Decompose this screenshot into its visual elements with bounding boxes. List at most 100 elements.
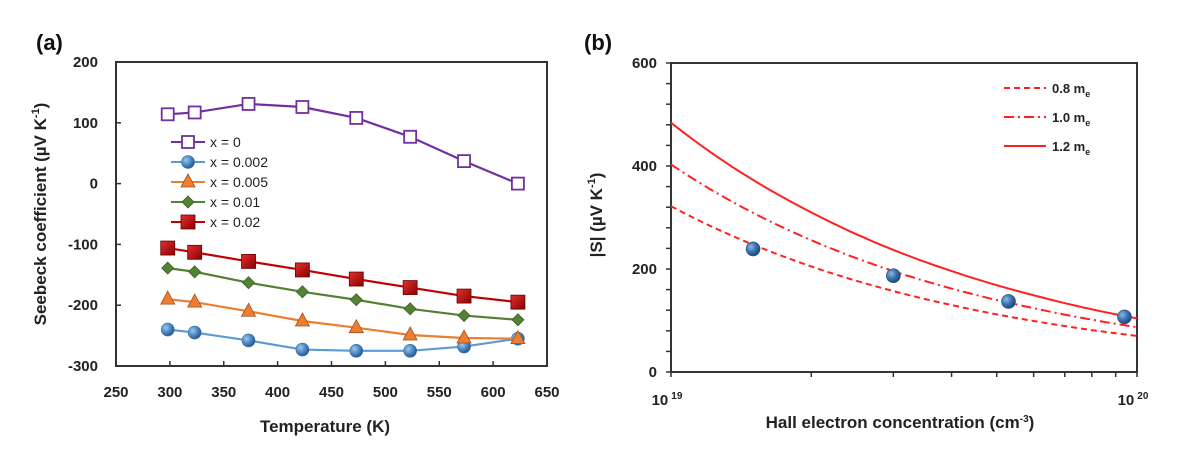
data-point (511, 176, 525, 191)
data-point (403, 302, 417, 316)
x-tick-label: 10 19 (652, 391, 683, 409)
series-line (167, 328, 519, 352)
y-tick-label: -100 (68, 236, 98, 253)
data-point (886, 268, 901, 283)
data-point (240, 302, 257, 317)
y-tick-label: 0 (90, 176, 98, 193)
data-point (241, 333, 256, 348)
x-tick-label: 550 (427, 384, 452, 401)
data-point (402, 280, 418, 295)
y-tick-label: 200 (632, 261, 657, 278)
series-x-0-01 (161, 261, 525, 327)
legend-label: x = 0.005 (210, 174, 268, 190)
legend-item: 1.0 me (1004, 110, 1090, 128)
legend-item: x = 0 (171, 134, 241, 150)
legend-item: x = 0.002 (171, 154, 268, 170)
data-point (348, 318, 364, 334)
data-point (160, 240, 176, 256)
data-point (457, 154, 471, 169)
panel-a-y-ticks: -300 -200 -100 0 100 200 (68, 54, 121, 375)
curve-dashed (670, 205, 1138, 337)
data-point (456, 329, 472, 344)
data-point (160, 107, 175, 122)
data-point (241, 276, 256, 290)
series-x-0-005 (160, 290, 526, 345)
series-line (167, 298, 518, 340)
data-point (295, 285, 309, 299)
data-point (349, 293, 363, 307)
y-tick-label: 0 (649, 364, 657, 381)
panel-a-x-ticks: 250 300 350 400 450 500 550 600 650 (103, 361, 560, 401)
series-x-0 (160, 97, 525, 191)
panel-b-x-ticks: 10 19 10 20 (652, 372, 1149, 409)
legend-item: 1.2 me (1004, 139, 1090, 157)
data-point (349, 343, 364, 358)
data-point (511, 313, 525, 327)
panel-a-plot-frame (115, 61, 548, 367)
data-point (745, 241, 761, 257)
x-tick-label: 10 20 (1118, 391, 1149, 409)
legend-marker (181, 155, 195, 169)
legend-label: x = 0.002 (210, 154, 268, 170)
data-point (241, 97, 256, 111)
panel-b-plot-frame (670, 62, 1138, 373)
series-x-0-02 (160, 240, 526, 310)
curve-solid (670, 121, 1138, 320)
data-point (349, 111, 364, 125)
legend-label: 1.0 me (1052, 110, 1090, 128)
x-tick-label: 650 (534, 384, 559, 401)
y-tick-label: -200 (68, 297, 98, 314)
legend-label: x = 0.01 (210, 194, 260, 210)
data-point (160, 290, 176, 305)
y-tick-label: 100 (73, 115, 98, 132)
panel-b-legend: 0.8 me 1.0 me 1.2 me (1004, 81, 1090, 157)
data-point (186, 293, 203, 308)
legend-marker (180, 173, 196, 188)
data-point (348, 271, 364, 287)
panel-b-y-axis-title: |S| (µV K-1) (586, 173, 606, 258)
legend-label: 1.2 me (1052, 139, 1090, 157)
panel-b-points (745, 241, 1132, 325)
data-point (1117, 309, 1132, 325)
data-point (295, 100, 310, 114)
panel-b-y-ticks: 0 200 400 600 (632, 55, 671, 381)
series-line (167, 267, 518, 321)
x-tick-label: 600 (481, 384, 506, 401)
x-tick-label: 350 (211, 384, 236, 401)
legend-marker (180, 214, 196, 230)
data-point (160, 322, 175, 337)
data-point (510, 329, 526, 345)
data-point (187, 105, 202, 120)
data-point (241, 254, 256, 269)
legend-marker (181, 135, 195, 149)
data-point (510, 294, 526, 310)
panel-b-x-axis-title: Hall electron concentration (cm-3) (766, 413, 1035, 432)
data-point (1001, 294, 1016, 309)
legend-item: 0.8 me (1004, 81, 1090, 99)
data-point (187, 244, 203, 260)
panel-b-curves (670, 121, 1138, 337)
panel-b-label: (b) (584, 30, 612, 55)
x-tick-label: 450 (319, 384, 344, 401)
legend-item: x = 0.02 (171, 214, 260, 230)
panel-a-label: (a) (36, 30, 63, 55)
y-tick-label: 400 (632, 158, 657, 175)
data-point (187, 325, 202, 340)
panel-a-legend: x = 0 x = 0.002 x = 0.005 x = 0.01 x = 0.02 (171, 134, 268, 230)
legend-label: 0.8 me (1052, 81, 1090, 99)
data-point (403, 129, 418, 144)
series-line (167, 102, 519, 185)
data-point (456, 288, 472, 304)
legend-item: x = 0.01 (171, 194, 260, 210)
data-point (295, 342, 310, 357)
y-tick-label: 600 (632, 55, 657, 72)
x-tick-label: 250 (103, 384, 128, 401)
panel-b: (b) 0 200 400 600 10 19 10 20 0.8 me 1.0 me 1.2 … (584, 30, 1149, 432)
x-tick-label: 300 (157, 384, 182, 401)
data-point (294, 312, 311, 327)
y-tick-label: 200 (73, 54, 98, 71)
data-point (457, 308, 471, 323)
data-point (161, 261, 175, 275)
x-tick-label: 500 (373, 384, 398, 401)
